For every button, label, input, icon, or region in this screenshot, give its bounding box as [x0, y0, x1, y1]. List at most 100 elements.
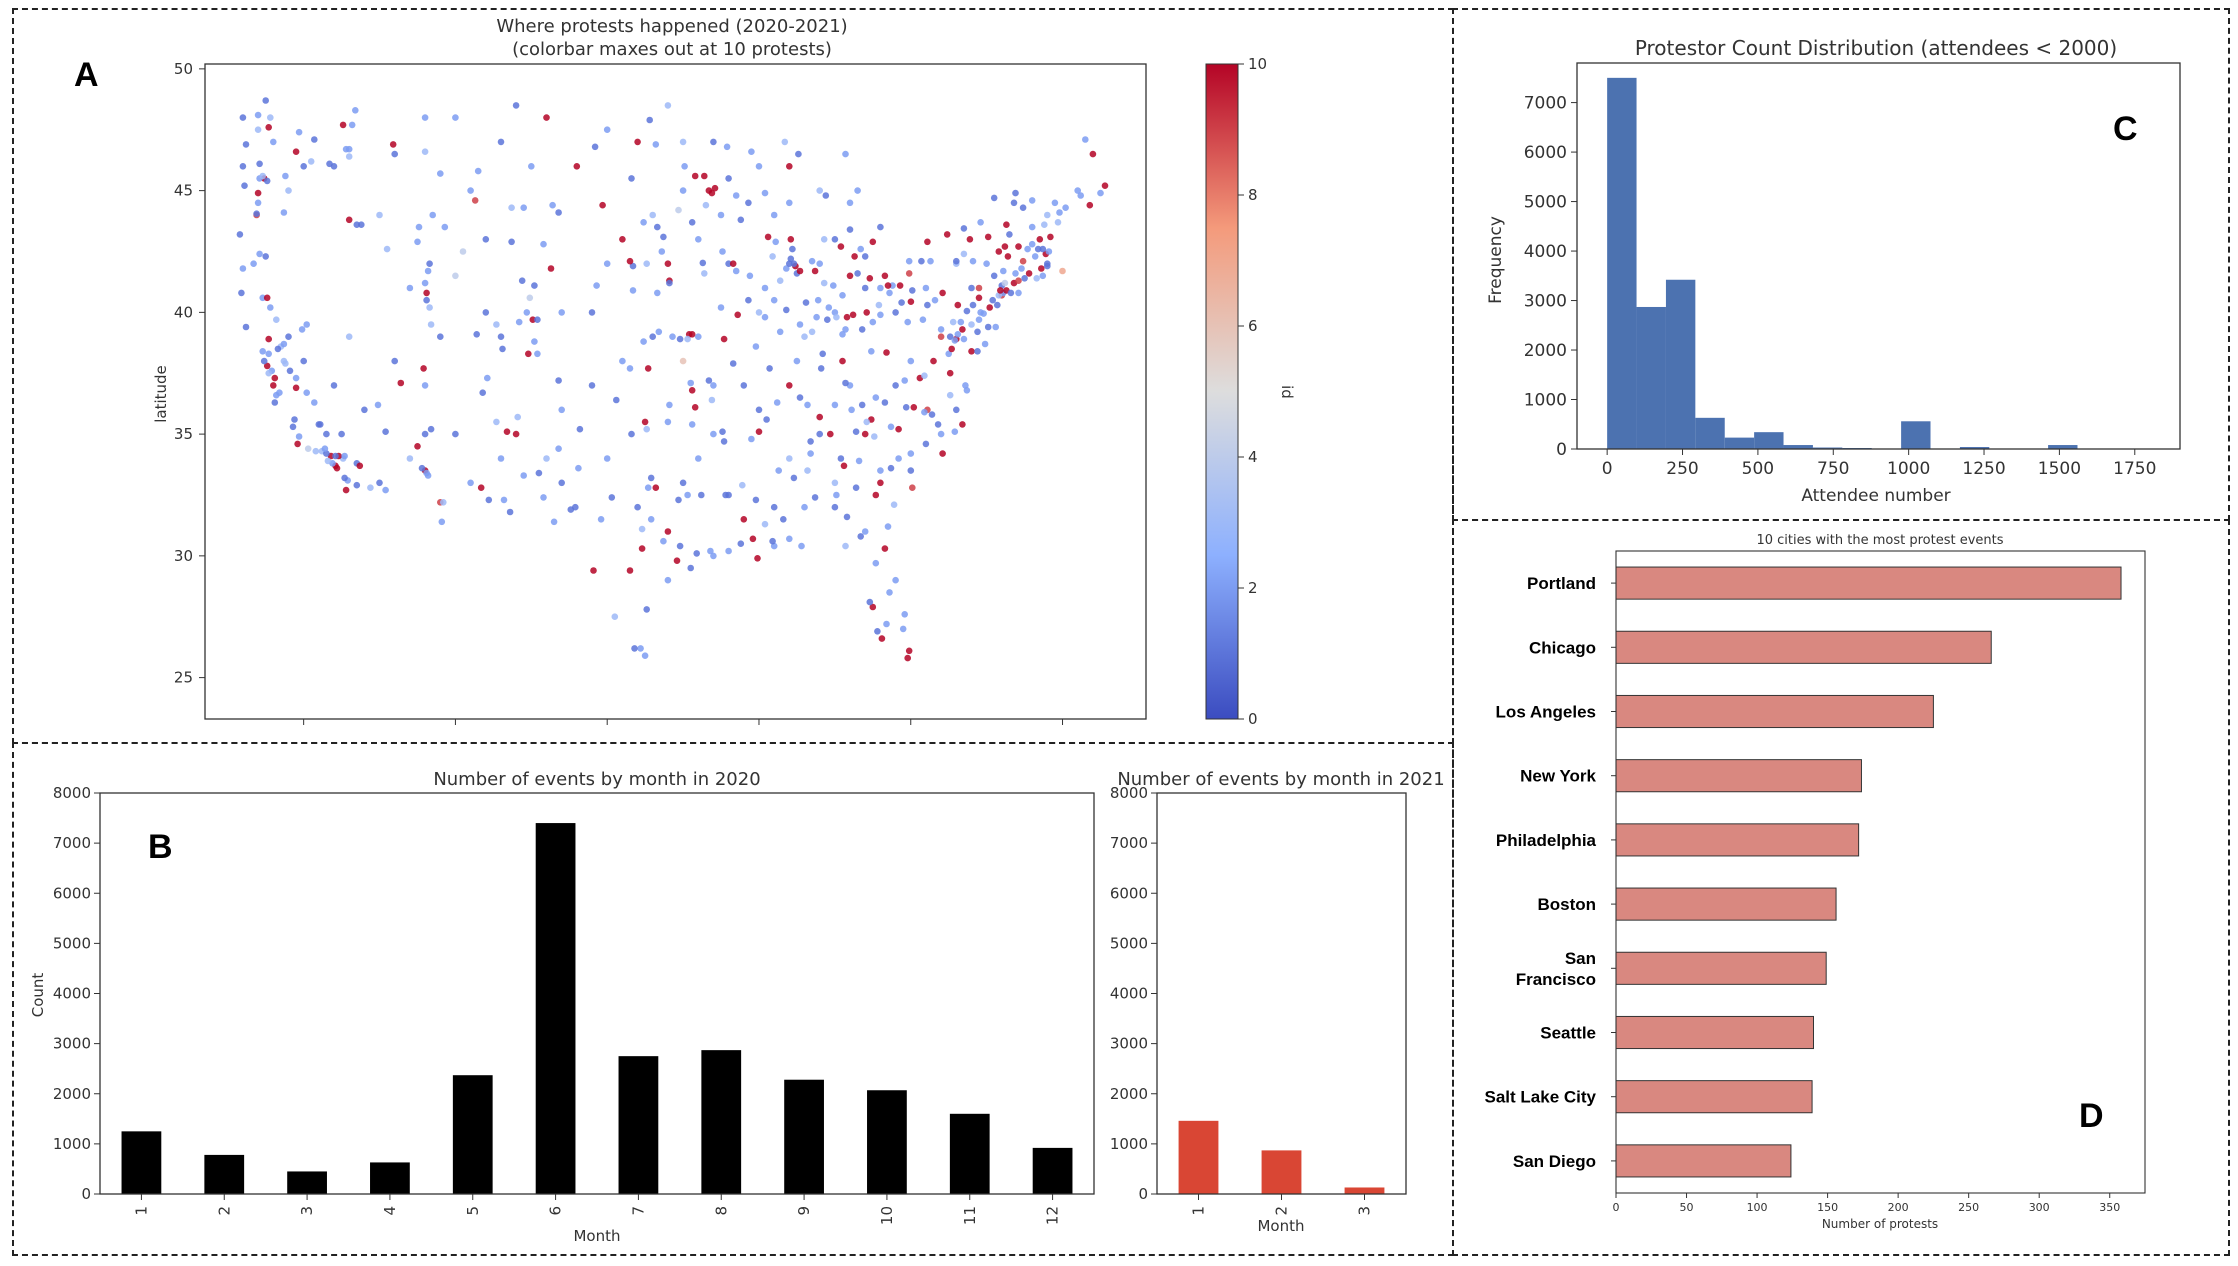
map-point [831, 503, 839, 511]
map-point [983, 260, 990, 268]
colorbar-ticks: 0 2 4 6 8 10 [1238, 55, 1267, 728]
map-point [946, 333, 954, 341]
map-point [869, 603, 877, 611]
b1-bar-12 [1032, 1147, 1073, 1194]
map-point [549, 201, 556, 209]
map-point [749, 535, 757, 543]
map-point [770, 296, 778, 304]
map-point [526, 294, 534, 302]
map-point [626, 365, 634, 372]
attendee-histogram-y-tick-label: 1000 [1524, 391, 1567, 411]
map-point [776, 328, 784, 336]
map-point [886, 289, 893, 297]
map-point [963, 307, 971, 315]
b1-x-tick-label: 3 [298, 1206, 316, 1216]
map-point [660, 233, 667, 241]
map-point [1015, 243, 1022, 250]
map-point [555, 445, 562, 453]
cities-x-axis-label: Number of protests [1822, 1217, 1938, 1231]
cities-plot-frame [1615, 550, 2146, 1194]
map-point [921, 408, 928, 416]
attendee-histogram-y-tick-label: 3000 [1524, 292, 1567, 312]
map-point [801, 333, 808, 341]
map-point [814, 296, 822, 304]
attendee-histogram-y-ticks: 0 1000 2000 3000 4000 5000 6000 7000 [1524, 94, 1577, 460]
map-point [265, 369, 273, 377]
map-point [820, 279, 828, 287]
b1-bar-1 [121, 1131, 162, 1194]
map-point [590, 567, 597, 574]
map-point [827, 430, 834, 438]
map-point [558, 406, 565, 414]
events-2020-y-ticks: 0 1000 2000 3000 4000 5000 6000 7000 8000 [53, 784, 100, 1203]
map-point [962, 382, 969, 389]
map-point [643, 606, 650, 613]
map-point [348, 121, 356, 129]
map-point [754, 555, 761, 562]
attendee-histogram-y-tick-label: 0 [1556, 440, 1567, 460]
map-point [262, 97, 270, 104]
map-x-ticks [303, 719, 1064, 725]
map-point [679, 357, 687, 365]
map-point [948, 345, 955, 353]
attendee-histogram-bin [1959, 447, 1990, 449]
events-2021-y-ticks: 0 1000 2000 3000 4000 5000 6000 7000 8000 [1110, 784, 1157, 1203]
cities-x-tick-label: 350 [2099, 1201, 2120, 1214]
b1-bar-10 [867, 1090, 907, 1194]
map-point [717, 304, 725, 311]
map-point [786, 455, 793, 462]
b1-bar-11 [949, 1113, 990, 1194]
map-point [376, 479, 383, 487]
b1-x-tick-label: 1 [132, 1206, 150, 1216]
map-point [426, 304, 433, 311]
map-point [909, 484, 916, 492]
map-point [831, 479, 839, 487]
map-point [840, 462, 848, 470]
map-point [292, 384, 300, 392]
b1-y-tick-label: 3000 [53, 1035, 91, 1053]
map-point [710, 430, 717, 438]
map-point [265, 335, 273, 343]
map-point [280, 209, 288, 216]
b1-bar-5 [452, 1075, 493, 1194]
map-point [939, 289, 946, 297]
panel-label-c: C [2113, 110, 2138, 148]
map-point [905, 647, 913, 655]
map-point [1001, 243, 1009, 250]
map-point [535, 469, 543, 477]
map-point [881, 545, 889, 552]
events-2021-bars [1178, 1120, 1385, 1194]
map-point [974, 348, 981, 355]
map-point [660, 537, 667, 545]
map-point [934, 421, 942, 428]
map-point [707, 547, 714, 555]
map-point [928, 411, 936, 418]
map-point [907, 467, 915, 474]
map-point [816, 187, 823, 194]
map-point [922, 440, 930, 448]
map-point [959, 421, 966, 428]
map-point [740, 382, 748, 389]
map-point [239, 114, 247, 121]
map-point [877, 284, 884, 292]
b1-y-tick-label: 4000 [53, 985, 91, 1003]
map-point [884, 523, 892, 530]
map-point [664, 528, 672, 535]
map-point [634, 138, 641, 146]
map-point [427, 321, 435, 328]
map-point [1012, 270, 1019, 277]
attendee-histogram-bin [1724, 437, 1755, 449]
map-point [830, 282, 837, 289]
map-point [901, 377, 908, 384]
map-point [424, 472, 432, 479]
map-point [822, 192, 830, 199]
map-point [676, 542, 684, 550]
map-point [843, 313, 851, 321]
map-point [745, 199, 752, 207]
map-point [786, 163, 793, 170]
map-point [842, 379, 849, 387]
map-point [861, 284, 869, 292]
map-point [575, 464, 582, 472]
map-point [866, 275, 874, 282]
map-point [811, 494, 819, 501]
